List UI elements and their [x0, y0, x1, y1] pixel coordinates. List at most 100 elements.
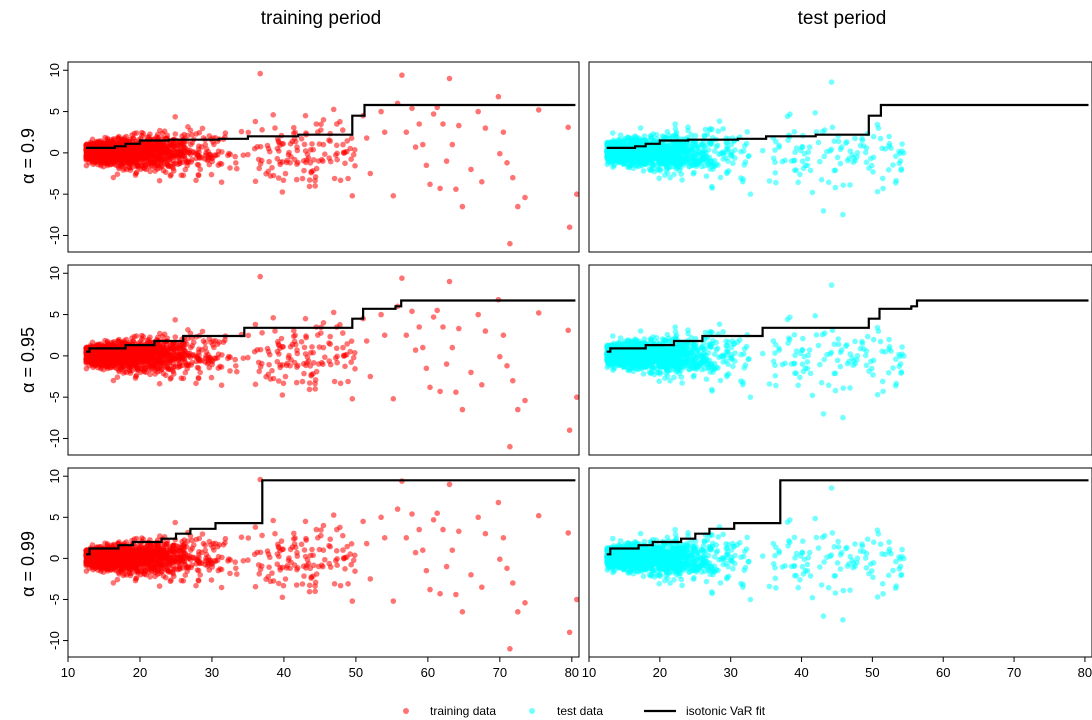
data-point [627, 154, 633, 161]
data-point [193, 177, 199, 184]
data-point [639, 137, 645, 144]
data-point [269, 164, 275, 171]
data-point [863, 145, 870, 151]
data-point [610, 155, 616, 162]
data-point [342, 160, 348, 167]
data-point [453, 389, 459, 396]
data-point [340, 330, 346, 336]
data-point [510, 377, 516, 384]
data-point [870, 169, 876, 175]
data-point [390, 193, 397, 199]
data-point [507, 240, 513, 247]
panel-r1-c1 [604, 282, 1089, 421]
data-point [267, 173, 274, 179]
panel-frame [67, 264, 580, 456]
data-point [208, 171, 215, 178]
data-point [189, 140, 195, 146]
data-point [852, 157, 858, 164]
data-point [306, 183, 313, 190]
data-point [93, 148, 99, 155]
data-point [423, 162, 430, 169]
data-point [128, 356, 135, 363]
data-point [829, 124, 836, 131]
data-point [306, 386, 313, 393]
data-point [121, 357, 128, 364]
panel-frame [67, 61, 580, 253]
data-point [274, 155, 281, 162]
data-point [870, 133, 877, 140]
data-point [299, 378, 306, 385]
data-point [727, 152, 734, 158]
data-point [233, 363, 239, 369]
data-point [479, 179, 485, 185]
data-point [163, 372, 169, 379]
data-point [316, 141, 323, 147]
data-point [828, 79, 835, 85]
data-point [293, 379, 300, 386]
data-point [205, 152, 211, 158]
data-point [443, 361, 450, 367]
data-point [879, 175, 886, 182]
data-point [175, 341, 182, 347]
data-point [344, 341, 351, 347]
data-point [340, 141, 346, 148]
data-point [189, 343, 195, 349]
data-point [896, 160, 903, 167]
data-point [443, 158, 450, 164]
data-point [172, 131, 179, 137]
data-point [795, 179, 801, 186]
data-point [308, 169, 315, 176]
data-point [102, 134, 108, 141]
data-point [646, 166, 653, 172]
data-point [252, 178, 259, 185]
data-point [349, 193, 356, 199]
data-point [295, 159, 301, 166]
data-point [334, 150, 340, 157]
data-point [648, 135, 655, 141]
data-point [280, 177, 287, 184]
data-point [189, 149, 196, 155]
data-point [266, 158, 272, 165]
data-point [270, 315, 277, 321]
data-point [673, 129, 680, 136]
data-point [809, 189, 816, 196]
data-point [672, 121, 678, 127]
data-point [665, 149, 672, 155]
data-point [685, 127, 691, 134]
data-point [103, 154, 109, 160]
data-point [515, 406, 521, 413]
data-point [715, 162, 721, 168]
data-point [275, 175, 282, 181]
data-point [155, 343, 162, 350]
data-point [143, 346, 149, 353]
data-point [177, 147, 184, 154]
data-point [706, 127, 713, 133]
data-point [667, 175, 673, 181]
panel-r0-c1 [604, 79, 1089, 218]
data-point [412, 144, 419, 150]
data-point [257, 273, 264, 280]
data-point [168, 375, 174, 381]
data-point [266, 361, 272, 368]
data-point [327, 138, 334, 144]
data-point [334, 353, 340, 360]
data-point [800, 165, 807, 172]
data-point [352, 163, 358, 169]
data-point [178, 375, 185, 382]
data-point [137, 166, 144, 173]
data-point [874, 188, 881, 195]
data-point [93, 356, 99, 363]
data-point [133, 373, 139, 380]
data-point [901, 150, 907, 156]
data-point [399, 72, 405, 78]
data-point [299, 175, 306, 182]
data-point [185, 362, 192, 369]
data-point [615, 158, 621, 165]
data-point [420, 141, 426, 148]
data-point [189, 352, 196, 358]
data-point [409, 105, 415, 112]
data-point [801, 150, 808, 157]
data-point [446, 75, 453, 82]
data-point [849, 152, 855, 158]
data-point [145, 154, 151, 160]
